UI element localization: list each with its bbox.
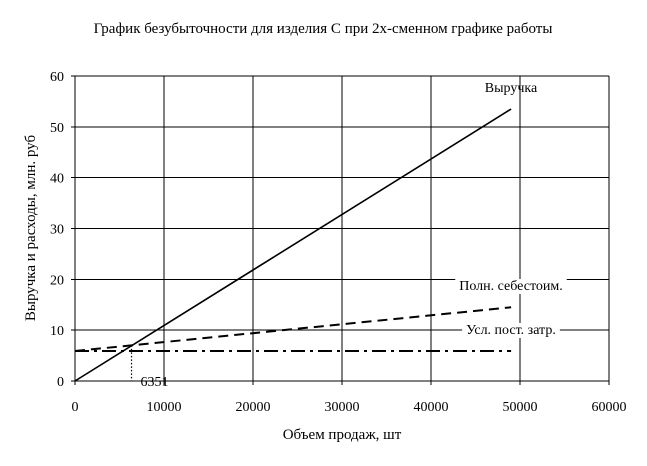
series-lines (74, 108, 512, 382)
series-line-1 (74, 108, 512, 382)
x-axis-label: Объем продаж, шт (283, 427, 402, 443)
x-tick-label: 60000 (592, 400, 627, 415)
y-tick-label: 0 (57, 375, 64, 390)
x-tick-label: 50000 (503, 400, 538, 415)
y-tick-label: 10 (50, 324, 64, 339)
x-tick-labels: 0 10000 20000 30000 40000 50000 60000 (72, 400, 627, 415)
series-labels: Выручка Полн. себестоим. Усл. пост. затр. (455, 81, 567, 338)
series-label-3: Усл. пост. затр. (466, 323, 556, 338)
x-tick-label: 40000 (414, 400, 449, 415)
y-tick-label: 60 (50, 70, 64, 85)
annotations: 6351 (130, 345, 169, 390)
chart-title: График безубыточности для изделия С при … (94, 21, 553, 37)
y-tick-label: 20 (50, 273, 64, 288)
grid (75, 75, 610, 381)
series-label-2: Полн. себестоим. (459, 279, 563, 294)
y-tick-label: 50 (50, 121, 64, 136)
y-tick-label: 30 (50, 223, 64, 238)
x-tick-label: 0 (72, 400, 79, 415)
y-tick-label: 40 (50, 172, 64, 187)
series-label-1: Выручка (485, 81, 538, 96)
axes (71, 75, 610, 385)
x-tick-label: 10000 (147, 400, 182, 415)
break-even-label: 6351 (141, 375, 169, 390)
x-tick-label: 20000 (236, 400, 271, 415)
y-tick-labels: 0 10 20 30 40 50 60 (50, 70, 64, 390)
series-line-2 (74, 306, 512, 353)
series-label-bg (462, 323, 560, 338)
x-tick-label: 30000 (325, 400, 360, 415)
series-label-bg (455, 279, 567, 294)
y-axis-label: Выручка и расходы, млн. руб (23, 135, 39, 322)
